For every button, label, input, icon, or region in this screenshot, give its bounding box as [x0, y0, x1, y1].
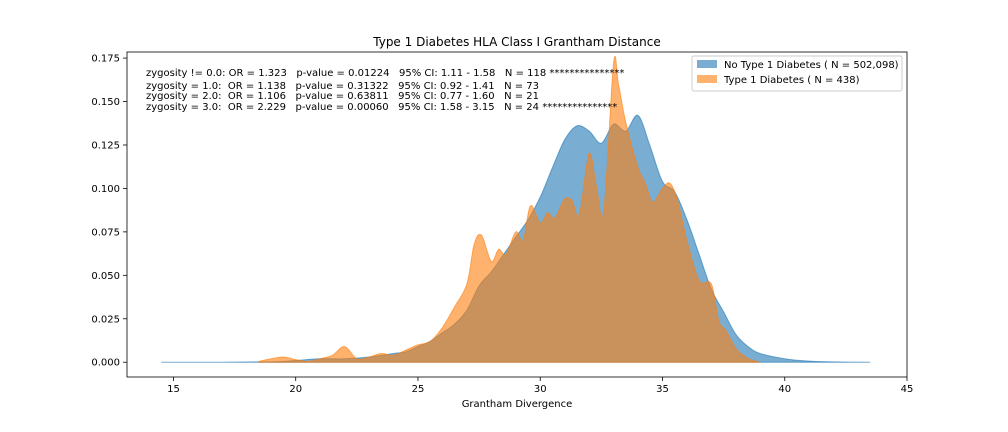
- y-tick-label: 0.025: [91, 314, 120, 325]
- annotation-line-3: zygosity = 2.0: OR = 1.106 p-value = 0.6…: [146, 91, 539, 102]
- y-tick-label: 0.150: [91, 97, 120, 108]
- y-axis-ticks: 0.000 0.025 0.050 0.075 0.100 0.125 0.150 0.175: [91, 54, 127, 369]
- x-tick-label: 40: [778, 384, 791, 395]
- legend-label-t1d: Type 1 Diabetes ( N = 438): [723, 75, 860, 86]
- axes: [126, 51, 908, 378]
- legend: No Type 1 Diabetes ( N = 502,098) Type 1…: [691, 55, 903, 92]
- chart-title: Type 1 Diabetes HLA Class I Grantham Dis…: [372, 35, 660, 49]
- annotations: zygosity != 0.0: OR = 1.323 p-value = 0.…: [146, 68, 624, 113]
- x-tick-label: 35: [656, 384, 669, 395]
- x-tick-label: 25: [412, 384, 425, 395]
- x-tick-label: 20: [289, 384, 302, 395]
- x-axis-label: Grantham Divergence: [462, 399, 573, 410]
- y-tick-label: 0.125: [91, 140, 120, 151]
- legend-swatch-t1d: [697, 75, 717, 83]
- plot-frame: [126, 51, 908, 378]
- legend-label-no-t1d: No Type 1 Diabetes ( N = 502,098): [724, 60, 899, 71]
- x-axis-ticks: 15 20 25 30 35 40 45: [167, 377, 913, 395]
- x-tick-label: 30: [534, 384, 547, 395]
- annotation-line-4: zygosity = 3.0: OR = 2.229 p-value = 0.0…: [146, 102, 617, 113]
- legend-swatch-no-t1d: [697, 60, 717, 68]
- x-tick-label: 15: [167, 384, 180, 395]
- y-tick-label: 0.000: [91, 358, 120, 369]
- x-tick-label: 45: [901, 384, 914, 395]
- y-tick-label: 0.050: [91, 271, 120, 282]
- annotation-line-1: zygosity != 0.0: OR = 1.323 p-value = 0.…: [146, 68, 624, 79]
- series-areas: [161, 55, 871, 363]
- y-tick-label: 0.075: [91, 227, 120, 238]
- legend-box: [691, 55, 903, 92]
- y-tick-label: 0.100: [91, 184, 120, 195]
- series-area-type1-diabetes: [258, 55, 761, 363]
- y-tick-label: 0.175: [91, 54, 120, 65]
- annotation-line-2: zygosity = 1.0: OR = 1.138 p-value = 0.3…: [146, 81, 539, 92]
